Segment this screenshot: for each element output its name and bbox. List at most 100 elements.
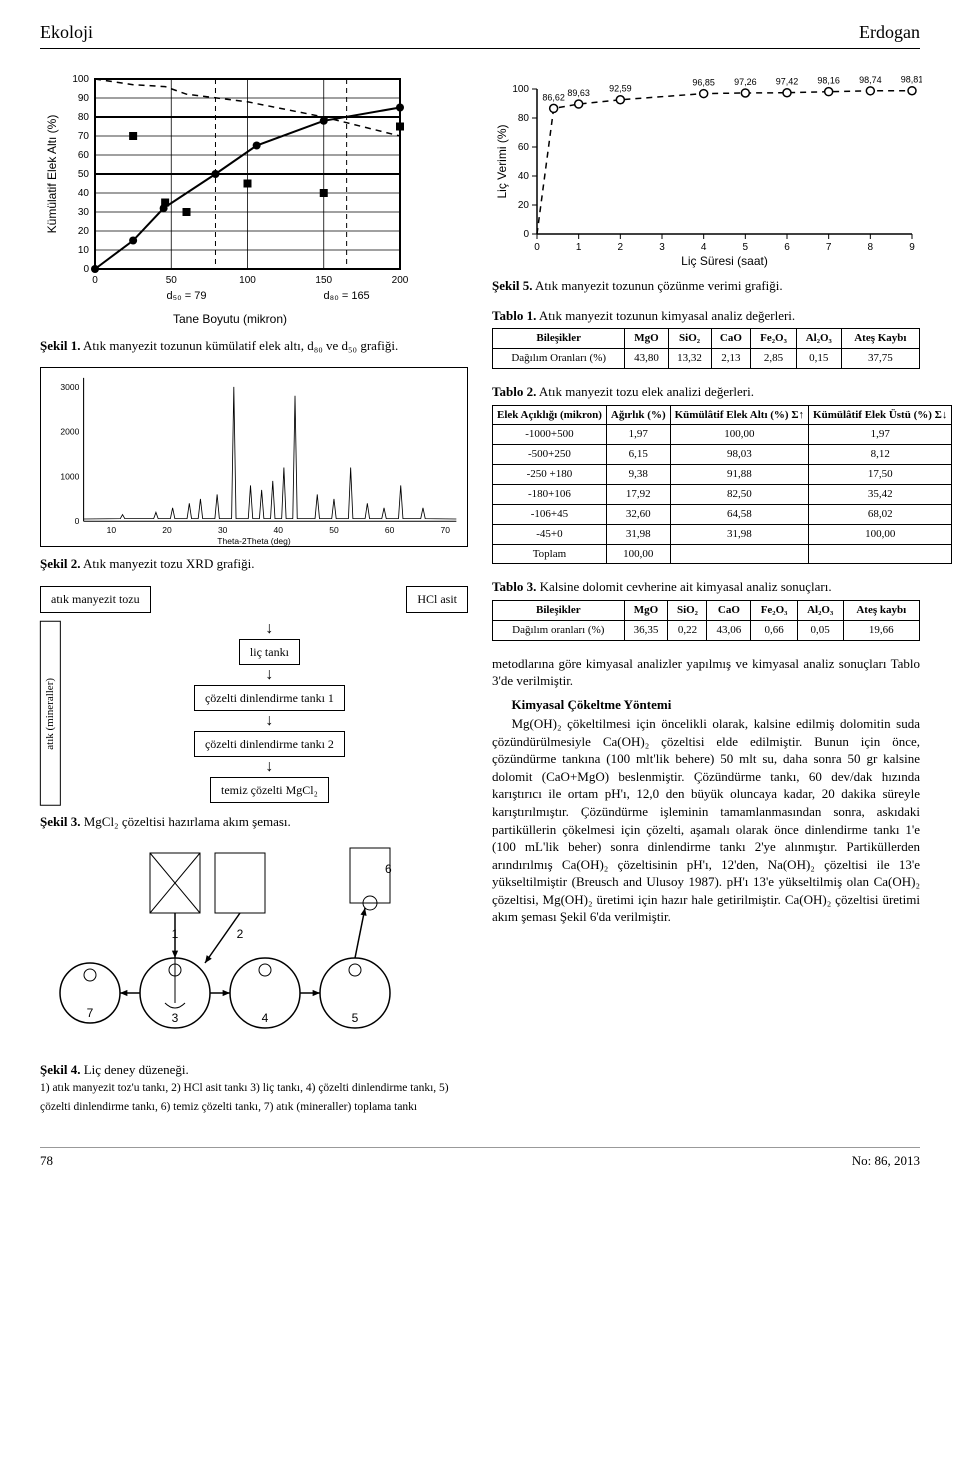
- svg-text:70: 70: [78, 131, 90, 142]
- svg-text:20: 20: [162, 526, 172, 535]
- tablo3-caption: Tablo 3. Kalsine dolomit cevherine ait k…: [492, 578, 920, 596]
- fig3-top-row: atık manyezit tozu HCl asit: [40, 584, 468, 614]
- fig2-chart: 0 1000 2000 3000 10 20 30 40 50 60 70 Theta-2Theta …: [40, 367, 468, 547]
- svg-text:89,63: 89,63: [567, 88, 590, 98]
- fig3-box-input-left: atık manyezit tozu: [40, 586, 151, 612]
- svg-text:40: 40: [274, 526, 284, 535]
- arrow-icon: ↓: [265, 667, 273, 683]
- fig3-box-2: çözelti dinlendirme tankı 1: [194, 685, 345, 711]
- fig1-caption: Şekil 1. Atık manyezit tozunun kümülatif…: [40, 337, 468, 355]
- fig3-side-label: atık (mineraller): [40, 621, 61, 806]
- header-left: Ekoloji: [40, 20, 93, 44]
- arrow-icon: ↓: [265, 713, 273, 729]
- tablo1-table: BileşiklerMgOSiO₂CaOFe₂O₃Al₂O₃Ateş Kaybı…: [492, 328, 920, 369]
- svg-text:Liç Süresi (saat): Liç Süresi (saat): [681, 254, 768, 268]
- svg-text:4: 4: [701, 242, 707, 253]
- svg-text:2: 2: [237, 927, 244, 941]
- svg-text:0: 0: [75, 517, 80, 526]
- svg-text:100: 100: [72, 74, 89, 85]
- svg-text:10: 10: [78, 245, 90, 256]
- fig5-chart: 012345678902040608010086,6289,6392,5996,…: [492, 69, 920, 269]
- svg-text:0: 0: [534, 242, 540, 253]
- svg-text:3000: 3000: [60, 383, 79, 392]
- arrow-icon: ↓: [265, 759, 273, 775]
- svg-text:7: 7: [826, 242, 832, 253]
- tablo3-table: BileşiklerMgOSiO₂CaOFe₂O₃Al₂O₃Ateş kaybı…: [492, 600, 920, 641]
- svg-text:5: 5: [352, 1011, 359, 1025]
- svg-text:98,81: 98,81: [901, 75, 922, 85]
- svg-text:1: 1: [576, 242, 582, 253]
- svg-text:7: 7: [87, 1006, 94, 1020]
- svg-text:80: 80: [518, 113, 530, 124]
- fig3-diagram: atık (mineraller) ↓ liç tankı ↓ çözelti …: [40, 621, 468, 806]
- body-heading-kimyasal: Kimyasal Çökeltme Yöntemi: [492, 696, 920, 714]
- svg-text:30: 30: [218, 526, 228, 535]
- svg-text:30: 30: [78, 207, 90, 218]
- svg-text:Tane Boyutu (mikron): Tane Boyutu (mikron): [173, 312, 287, 326]
- svg-text:2: 2: [618, 242, 624, 253]
- svg-text:97,42: 97,42: [776, 77, 799, 87]
- footer-page-num: 78: [40, 1152, 53, 1170]
- svg-text:0: 0: [523, 229, 529, 240]
- svg-text:9: 9: [909, 242, 915, 253]
- svg-text:92,59: 92,59: [609, 84, 632, 94]
- svg-text:6: 6: [784, 242, 790, 253]
- svg-text:60: 60: [385, 526, 395, 535]
- arrow-icon: ↓: [265, 621, 273, 637]
- fig3-box-1: liç tankı: [239, 639, 300, 665]
- svg-text:100: 100: [239, 275, 256, 286]
- svg-text:Kümülatif Elek Altı (%): Kümülatif Elek Altı (%): [45, 115, 59, 234]
- svg-text:98,74: 98,74: [859, 75, 882, 85]
- svg-text:40: 40: [78, 188, 90, 199]
- svg-text:90: 90: [78, 93, 90, 104]
- svg-text:d₈₀ = 165: d₈₀ = 165: [324, 290, 370, 302]
- svg-text:80: 80: [78, 112, 90, 123]
- svg-text:Liç Verimi (%): Liç Verimi (%): [495, 125, 509, 199]
- svg-text:60: 60: [78, 150, 90, 161]
- svg-text:4: 4: [262, 1011, 269, 1025]
- fig3-box-input-right: HCl asit: [406, 586, 468, 612]
- svg-text:d₅₀ = 79: d₅₀ = 79: [167, 290, 207, 302]
- svg-text:50: 50: [78, 169, 90, 180]
- svg-text:2000: 2000: [60, 428, 79, 437]
- svg-text:20: 20: [78, 226, 90, 237]
- tablo1-caption: Tablo 1. Atık manyezit tozunun kimyasal …: [492, 307, 920, 325]
- svg-text:0: 0: [92, 275, 98, 286]
- svg-text:8: 8: [868, 242, 874, 253]
- header-right: Erdogan: [859, 20, 920, 44]
- svg-text:50: 50: [329, 526, 339, 535]
- fig3-flow-col: ↓ liç tankı ↓ çözelti dinlendirme tankı …: [71, 621, 468, 806]
- svg-text:Theta-2Theta (deg): Theta-2Theta (deg): [217, 537, 291, 546]
- svg-text:150: 150: [315, 275, 332, 286]
- left-column: 0501001502000102030405060708090100d₅₀ = …: [40, 69, 468, 1127]
- svg-text:3: 3: [659, 242, 665, 253]
- svg-text:100: 100: [512, 84, 529, 95]
- tablo2-caption: Tablo 2. Atık manyezit tozu elek analizi…: [492, 383, 920, 401]
- fig3-caption: Şekil 3. MgCl₂ çözeltisi hazırlama akım …: [40, 813, 468, 831]
- footer-issue: No: 86, 2013: [852, 1152, 920, 1170]
- svg-text:6: 6: [385, 862, 392, 876]
- svg-text:40: 40: [518, 171, 530, 182]
- svg-text:97,26: 97,26: [734, 77, 757, 87]
- page-header: Ekoloji Erdogan: [40, 20, 920, 49]
- svg-text:10: 10: [107, 526, 117, 535]
- fig4-diagram: 1267345: [40, 843, 468, 1053]
- svg-text:96,85: 96,85: [692, 78, 715, 88]
- right-column: 012345678902040608010086,6289,6392,5996,…: [492, 69, 920, 1127]
- tablo2-table: Elek Açıklığı (mikron)Ağırlık (%)Kümülât…: [492, 405, 952, 565]
- fig4-legend: 1) atık manyezit toz'u tankı, 2) HCl asi…: [40, 1082, 449, 1113]
- body-para-1: metodlarına göre kimyasal analizler yapı…: [492, 655, 920, 690]
- fig4-caption: Şekil 4. Liç deney düzeneği. 1) atık man…: [40, 1061, 468, 1116]
- svg-text:86,62: 86,62: [542, 93, 565, 103]
- page-footer: 78 No: 86, 2013: [40, 1147, 920, 1170]
- svg-text:5: 5: [743, 242, 749, 253]
- svg-text:0: 0: [83, 264, 89, 275]
- svg-text:1000: 1000: [60, 473, 79, 482]
- fig1-chart: 0501001502000102030405060708090100d₅₀ = …: [40, 69, 468, 329]
- fig3-box-3: çözelti dinlendirme tankı 2: [194, 731, 345, 757]
- svg-text:3: 3: [172, 1011, 179, 1025]
- fig3-box-4: temiz çözelti MgCl₂: [210, 777, 329, 803]
- fig5-caption: Şekil 5. Atık manyezit tozunun çözünme v…: [492, 277, 920, 295]
- svg-text:70: 70: [440, 526, 450, 535]
- svg-text:50: 50: [166, 275, 178, 286]
